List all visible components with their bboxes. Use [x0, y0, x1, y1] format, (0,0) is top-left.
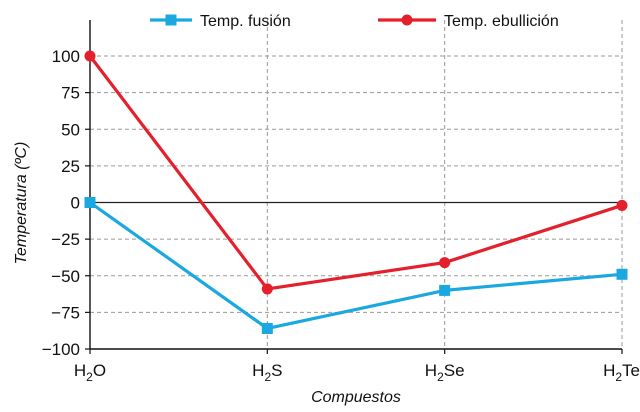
data-point — [616, 199, 628, 211]
x-tick-label: H2S — [252, 361, 282, 384]
data-point — [439, 284, 451, 296]
data-point — [84, 197, 96, 208]
series-fusion — [84, 197, 628, 334]
data-point — [261, 283, 273, 295]
series — [84, 50, 628, 334]
y-tick-label: 75 — [61, 84, 80, 103]
x-tick-label: H2Te — [603, 361, 640, 384]
y-tick-label: 100 — [52, 47, 80, 66]
series-line — [89, 201, 623, 331]
x-tick-label: H2Se — [425, 361, 465, 384]
y-tick-label: −25 — [51, 230, 80, 249]
axes — [85, 20, 623, 354]
x-tick-labels: H2O H2S H2Se H2Te — [74, 361, 640, 384]
legend-label: Temp. ebullición — [444, 13, 559, 30]
data-point — [616, 268, 628, 280]
legend: Temp. fusión Temp. ebullición — [150, 13, 559, 30]
y-tick-label: −50 — [51, 267, 80, 286]
legend-marker — [401, 14, 413, 26]
y-tick-label: 0 — [71, 194, 80, 213]
legend-item: Temp. fusión — [150, 13, 291, 30]
data-point — [261, 322, 273, 334]
y-tick-label: 50 — [61, 120, 80, 139]
data-point — [84, 50, 96, 62]
y-tick-label: −100 — [42, 340, 80, 359]
legend-label: Temp. fusión — [200, 13, 291, 30]
legend-item: Temp. ebullición — [378, 13, 559, 30]
series-line — [88, 55, 623, 291]
x-tick-label: H2O — [74, 361, 106, 384]
data-point — [439, 257, 451, 269]
legend-marker — [165, 14, 177, 26]
y-tick-labels: 100 75 50 25 0 −25 −50 −75 −100 — [42, 47, 80, 359]
grid-lines — [90, 20, 623, 349]
series-ebullicion — [84, 50, 628, 295]
y-axis-title: Temperatura (ºC) — [13, 142, 30, 265]
y-tick-label: −75 — [51, 303, 80, 322]
x-axis-title: Compuestos — [311, 389, 401, 406]
y-tick-label: 25 — [61, 157, 80, 176]
